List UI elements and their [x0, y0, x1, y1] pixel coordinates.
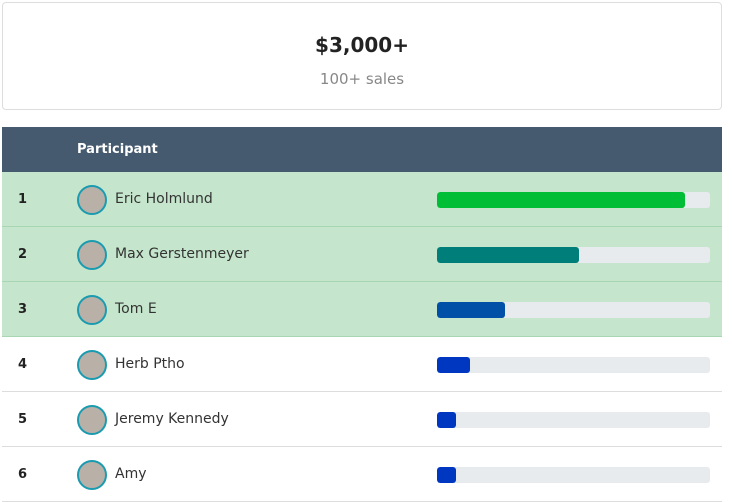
rank: 6 [18, 467, 28, 482]
table-row[interactable]: 3 Tom E [2, 282, 722, 337]
rank: 4 [18, 357, 28, 372]
avatar [77, 185, 107, 215]
progress-track [437, 412, 710, 428]
table-row[interactable]: 6 Amy [2, 447, 722, 502]
table-row[interactable]: 1 Eric Holmlund [2, 172, 722, 227]
participant-name: Tom E [115, 301, 157, 317]
progress-bar [437, 302, 506, 318]
participant-name: Eric Holmlund [115, 191, 213, 207]
rank: 1 [18, 192, 28, 207]
avatar [77, 405, 107, 435]
table-row[interactable]: 4 Herb Ptho [2, 337, 722, 392]
participant-name: Jeremy Kennedy [115, 411, 229, 427]
avatar [77, 460, 107, 490]
summary-card: $3,000+ 100+ sales [2, 2, 722, 110]
avatar [77, 240, 107, 270]
table-row[interactable]: 2 Max Gerstenmeyer [2, 227, 722, 282]
progress-bar [437, 192, 686, 208]
progress-track [437, 192, 710, 208]
progress-bar [437, 467, 457, 483]
table-header: Participant [2, 127, 722, 172]
progress-bar [437, 357, 470, 373]
progress-bar [437, 247, 579, 263]
table-body: 1 Eric Holmlund 2 Max Gerstenmeyer 3 Tom E 4 He… [2, 172, 722, 502]
rank: 5 [18, 412, 28, 427]
table-row[interactable]: 5 Jeremy Kennedy [2, 392, 722, 447]
participant-name: Herb Ptho [115, 356, 185, 372]
rank: 2 [18, 247, 28, 262]
participant-name: Amy [115, 466, 147, 482]
progress-track [437, 467, 710, 483]
progress-track [437, 302, 710, 318]
progress-track [437, 247, 710, 263]
avatar [77, 350, 107, 380]
header-participant: Participant [77, 142, 158, 157]
caption: 100+ sales [319, 70, 405, 88]
progress-bar [437, 412, 457, 428]
participant-name: Max Gerstenmeyer [115, 246, 249, 262]
rank: 3 [18, 302, 28, 317]
amount: $3,000+ [315, 33, 409, 57]
progress-track [437, 357, 710, 373]
avatar [77, 295, 107, 325]
